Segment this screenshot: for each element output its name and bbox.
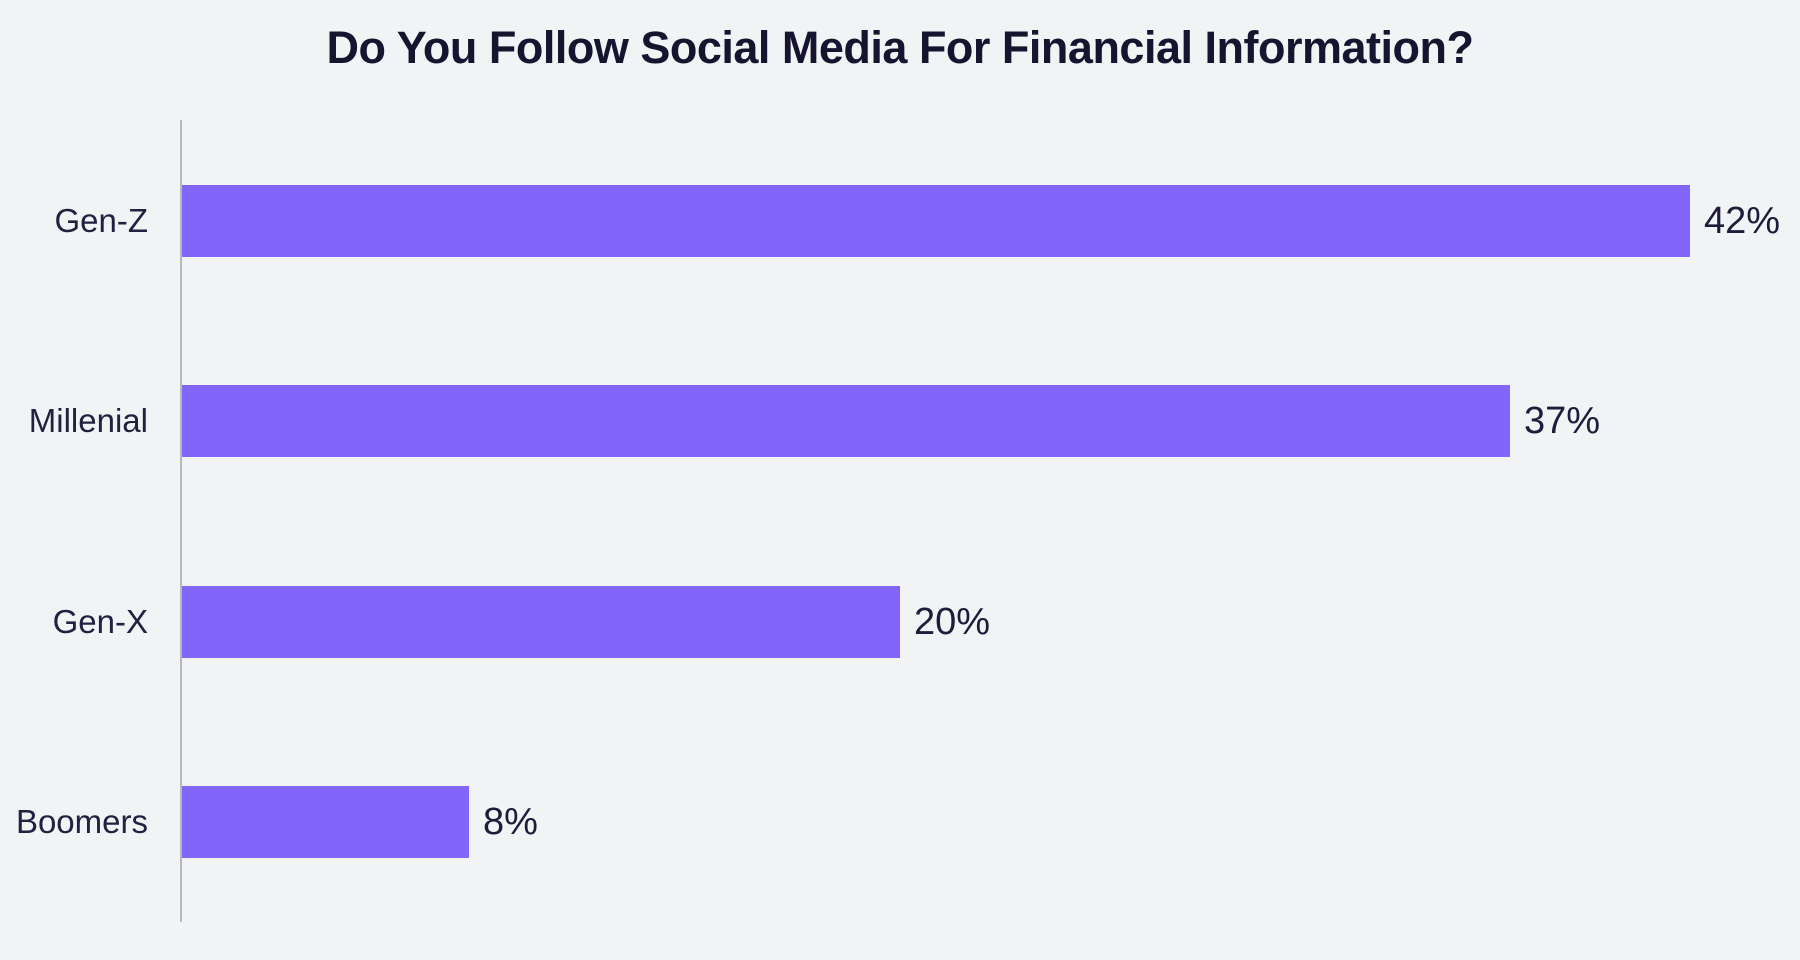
bar-boomers bbox=[182, 786, 469, 858]
category-label: Gen-Z bbox=[54, 202, 148, 239]
bar-row: Gen-Z 42% bbox=[0, 185, 1800, 257]
value-label: 42% bbox=[1704, 200, 1781, 242]
bar-gen-x bbox=[182, 586, 900, 658]
value-label: 8% bbox=[483, 801, 538, 843]
bar-millenial bbox=[182, 385, 1510, 457]
chart-title: Do You Follow Social Media For Financial… bbox=[326, 22, 1474, 73]
y-axis-line bbox=[180, 120, 182, 922]
category-label: Millenial bbox=[28, 402, 148, 439]
value-label: 20% bbox=[914, 601, 991, 643]
category-label: Boomers bbox=[15, 803, 148, 840]
category-label: Gen-X bbox=[52, 603, 148, 640]
bar-row: Gen-X 20% bbox=[0, 586, 1800, 658]
bar-gen-z bbox=[182, 185, 1690, 257]
bar-row: Millenial 37% bbox=[0, 385, 1800, 457]
value-label: 37% bbox=[1524, 400, 1601, 442]
bar-row: Boomers 8% bbox=[0, 786, 1800, 858]
